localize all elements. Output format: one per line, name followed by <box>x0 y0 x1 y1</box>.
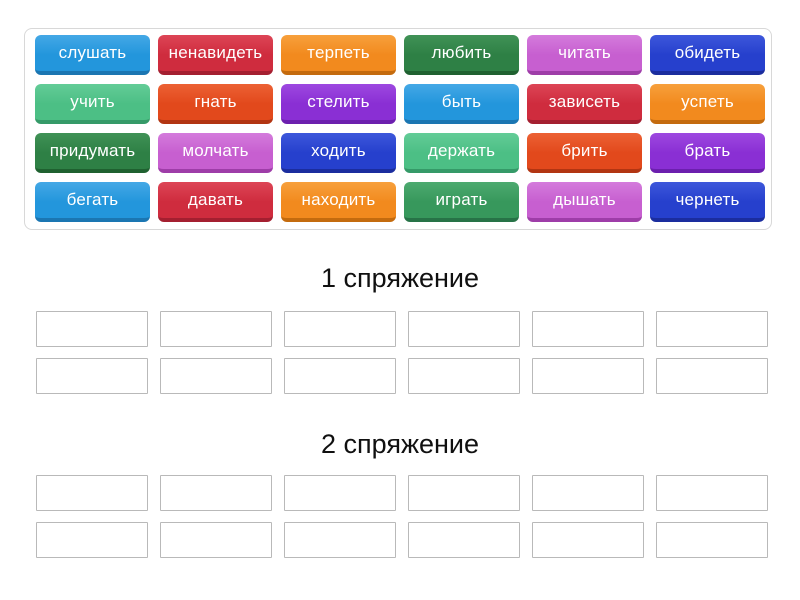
drop-slot[interactable] <box>36 311 148 347</box>
word-tile-label: придумать <box>49 141 136 160</box>
drop-slot[interactable] <box>284 358 396 394</box>
word-tile-label: держать <box>427 141 496 160</box>
drop-slot[interactable] <box>532 311 644 347</box>
word-tile[interactable]: любить <box>404 35 519 75</box>
word-tile-label: брать <box>684 141 731 160</box>
word-tile-label: ходить <box>311 141 366 160</box>
word-tile-label: играть <box>435 190 488 209</box>
drop-slot[interactable] <box>408 475 520 511</box>
word-bank-panel: слушать ненавидеть терпеть любить читать обид… <box>24 28 772 230</box>
word-tile[interactable]: дышать <box>527 182 642 222</box>
word-tile-label: стелить <box>307 92 370 111</box>
word-tile-label: терпеть <box>307 43 370 62</box>
word-tile[interactable]: брать <box>650 133 765 173</box>
word-tile-label: ненавидеть <box>168 43 263 62</box>
word-tile[interactable]: зависеть <box>527 84 642 124</box>
word-tile[interactable]: играть <box>404 182 519 222</box>
group-title-2: 2 спряжение <box>320 429 480 459</box>
drop-slot[interactable] <box>656 475 768 511</box>
word-tile-label: обидеть <box>674 43 741 62</box>
word-tile-label: молчать <box>182 141 249 160</box>
group-title-1: 1 спряжение <box>320 263 480 293</box>
word-tile-label: бегать <box>66 190 119 209</box>
word-tile-label: давать <box>187 190 244 209</box>
word-tile[interactable]: обидеть <box>650 35 765 75</box>
drop-slot[interactable] <box>408 522 520 558</box>
word-tile-label: брить <box>561 141 608 160</box>
drop-slot[interactable] <box>656 358 768 394</box>
drop-slot[interactable] <box>284 475 396 511</box>
word-tile-label: зависеть <box>548 92 621 111</box>
drop-slot[interactable] <box>408 311 520 347</box>
word-tile-label: гнать <box>194 92 237 111</box>
word-tile[interactable]: успеть <box>650 84 765 124</box>
drop-slot[interactable] <box>284 522 396 558</box>
word-tile-label: учить <box>70 92 115 111</box>
word-tile[interactable]: держать <box>404 133 519 173</box>
word-tile-label: дышать <box>553 190 616 209</box>
drop-slot[interactable] <box>160 358 272 394</box>
word-tile[interactable]: терпеть <box>281 35 396 75</box>
drop-slot[interactable] <box>532 475 644 511</box>
drop-slot-grid <box>36 311 768 394</box>
word-tile[interactable]: придумать <box>35 133 150 173</box>
drop-slot[interactable] <box>36 522 148 558</box>
drop-slot[interactable] <box>656 311 768 347</box>
word-tile-label: быть <box>441 92 482 111</box>
word-tile[interactable]: ходить <box>281 133 396 173</box>
drop-slot[interactable] <box>532 522 644 558</box>
drop-slot[interactable] <box>284 311 396 347</box>
drop-slot[interactable] <box>160 311 272 347</box>
drop-slot[interactable] <box>36 358 148 394</box>
word-tile-label: читать <box>558 43 611 62</box>
word-tile[interactable]: учить <box>35 84 150 124</box>
word-tile-label: слушать <box>58 43 127 62</box>
drop-slot[interactable] <box>532 358 644 394</box>
word-tile[interactable]: находить <box>281 182 396 222</box>
word-tile[interactable]: ненавидеть <box>158 35 273 75</box>
word-tile[interactable]: слушать <box>35 35 150 75</box>
drop-slot-grid <box>36 475 768 558</box>
word-tile[interactable]: быть <box>404 84 519 124</box>
word-tile[interactable]: брить <box>527 133 642 173</box>
word-tile-label: успеть <box>681 92 734 111</box>
word-tile[interactable]: бегать <box>35 182 150 222</box>
word-tile[interactable]: чернеть <box>650 182 765 222</box>
word-tile[interactable]: стелить <box>281 84 396 124</box>
word-tile-label: находить <box>301 190 376 209</box>
word-bank-grid: слушать ненавидеть терпеть любить читать обид… <box>35 35 765 222</box>
word-tile[interactable]: гнать <box>158 84 273 124</box>
drop-slot[interactable] <box>36 475 148 511</box>
drop-slot[interactable] <box>160 475 272 511</box>
drop-slot[interactable] <box>408 358 520 394</box>
drop-slot[interactable] <box>160 522 272 558</box>
word-tile-label: любить <box>431 43 492 62</box>
word-tile-label: чернеть <box>675 190 740 209</box>
word-tile[interactable]: читать <box>527 35 642 75</box>
drop-slot[interactable] <box>656 522 768 558</box>
word-tile[interactable]: давать <box>158 182 273 222</box>
word-tile[interactable]: молчать <box>158 133 273 173</box>
